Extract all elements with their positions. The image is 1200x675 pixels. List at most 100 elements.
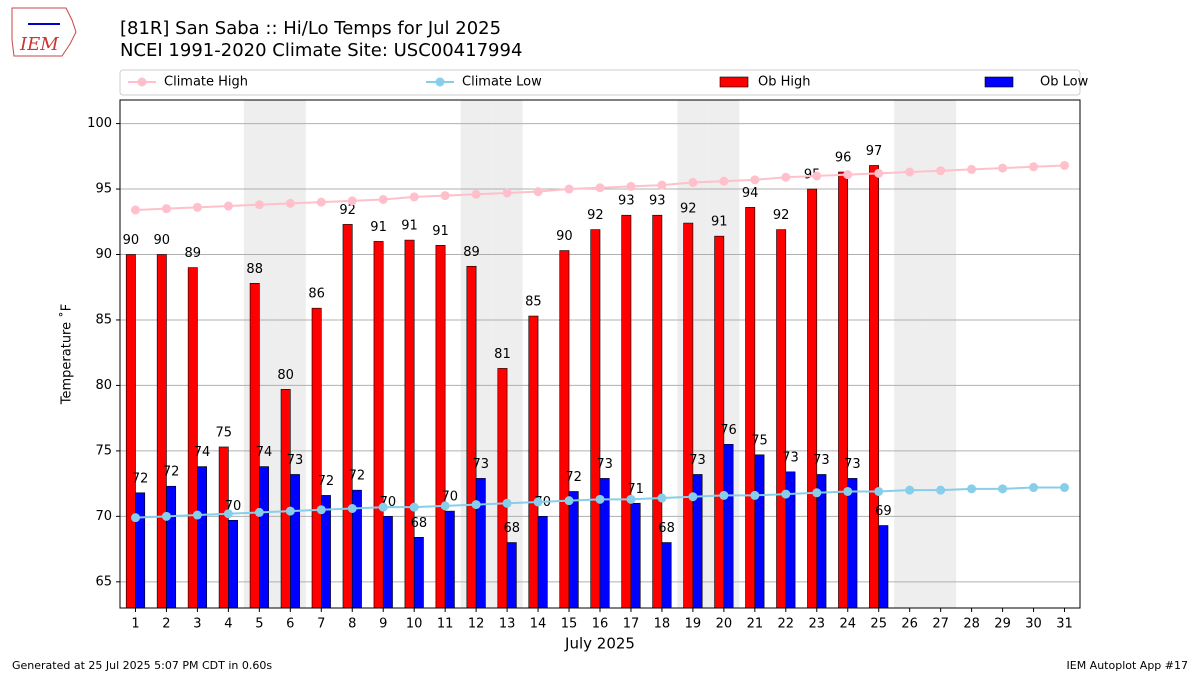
bar-value-label: 73	[813, 453, 830, 468]
bar-value-label: 91	[401, 219, 418, 234]
line-marker	[874, 486, 884, 496]
line-marker	[750, 175, 760, 185]
x-tick-label: 13	[499, 617, 516, 632]
bar-value-label: 72	[163, 465, 180, 480]
line-marker	[719, 490, 729, 500]
plot-frame	[119, 99, 1081, 609]
bar-value-label: 90	[154, 233, 171, 248]
line-marker	[502, 498, 512, 508]
line-marker	[843, 170, 853, 180]
bar-value-label: 81	[494, 347, 511, 362]
line-marker	[347, 503, 357, 513]
line-marker	[316, 197, 326, 207]
x-tick-label: 22	[778, 617, 795, 632]
x-tick-label: 27	[932, 617, 949, 632]
bar	[435, 245, 446, 609]
line-marker	[347, 196, 357, 206]
x-tick-label: 19	[685, 617, 702, 632]
bar-value-label: 80	[277, 368, 294, 383]
legend-label: Climate High	[164, 75, 248, 90]
y-tick-label: 100	[87, 116, 112, 131]
bar-value-label: 92	[773, 208, 790, 223]
bar	[228, 519, 238, 609]
bar-value-label: 93	[618, 194, 635, 209]
x-tick-label: 12	[468, 617, 485, 632]
line-marker	[378, 195, 388, 205]
x-tick-label: 9	[379, 617, 387, 632]
bar-value-label: 94	[742, 186, 759, 201]
line-marker	[719, 176, 729, 186]
legend-label: Ob High	[758, 75, 811, 90]
bar-value-label: 72	[318, 474, 335, 489]
line-marker	[657, 180, 667, 190]
logo-text: IEM	[19, 34, 59, 55]
line-marker	[564, 184, 574, 194]
bar	[869, 165, 880, 609]
bar-value-label: 75	[215, 425, 232, 440]
bar	[290, 474, 300, 609]
x-tick-label: 10	[406, 617, 423, 632]
line-marker	[564, 496, 574, 506]
bar	[537, 516, 548, 609]
bar-value-label: 93	[649, 194, 666, 209]
bar-value-label: 73	[689, 453, 706, 468]
bar-value-label: 86	[308, 287, 325, 302]
x-tick-label: 6	[286, 617, 294, 632]
line-marker	[1029, 162, 1039, 172]
bar-value-label: 92	[339, 203, 356, 218]
bar-value-label: 70	[442, 490, 459, 505]
bar	[661, 542, 672, 609]
line-marker	[285, 506, 295, 516]
bar-value-label: 74	[194, 445, 211, 460]
bar	[723, 444, 734, 609]
line-marker	[161, 511, 171, 521]
bar-value-label: 89	[185, 246, 202, 261]
legend-marker	[137, 77, 147, 87]
bar	[590, 229, 601, 609]
line-marker	[1029, 483, 1039, 493]
bar	[156, 254, 167, 609]
x-tick-label: 2	[162, 617, 170, 632]
x-tick-label: 14	[530, 617, 547, 632]
line-marker	[1060, 483, 1070, 493]
x-tick-label: 5	[255, 617, 263, 632]
bar-value-label: 92	[680, 202, 697, 217]
line-marker	[657, 493, 667, 503]
line-marker	[967, 164, 977, 174]
bar	[259, 466, 269, 609]
line-marker	[130, 205, 140, 215]
bar	[166, 485, 177, 609]
x-tick-label: 25	[870, 617, 887, 632]
bar-value-label: 75	[751, 433, 768, 448]
y-tick-label: 95	[95, 182, 112, 197]
bar	[404, 239, 415, 609]
line-marker	[130, 513, 140, 523]
logo: IEM	[11, 7, 77, 57]
y-tick-label: 70	[95, 509, 112, 524]
bar-value-label: 72	[565, 470, 582, 485]
bar-value-label: 91	[432, 224, 449, 239]
line-marker	[471, 500, 481, 510]
line-marker	[595, 183, 605, 193]
line-marker	[936, 485, 946, 495]
line-marker	[409, 502, 419, 512]
bar	[652, 214, 663, 609]
x-tick-label: 1	[131, 617, 139, 632]
bar	[413, 536, 424, 609]
line-marker	[254, 507, 264, 517]
bar	[568, 491, 579, 609]
legend-swatch	[719, 76, 749, 88]
bar	[754, 454, 765, 609]
weekend-shade	[925, 100, 957, 608]
weekend-shade	[894, 100, 926, 608]
x-tick-label: 30	[1025, 617, 1042, 632]
y-tick-label: 80	[95, 378, 112, 393]
line-marker	[781, 489, 791, 499]
line-marker	[936, 166, 946, 176]
line-marker	[223, 509, 233, 519]
line-marker	[998, 163, 1008, 173]
line-marker	[440, 501, 450, 511]
line-marker	[502, 188, 512, 198]
x-tick-label: 28	[963, 617, 980, 632]
